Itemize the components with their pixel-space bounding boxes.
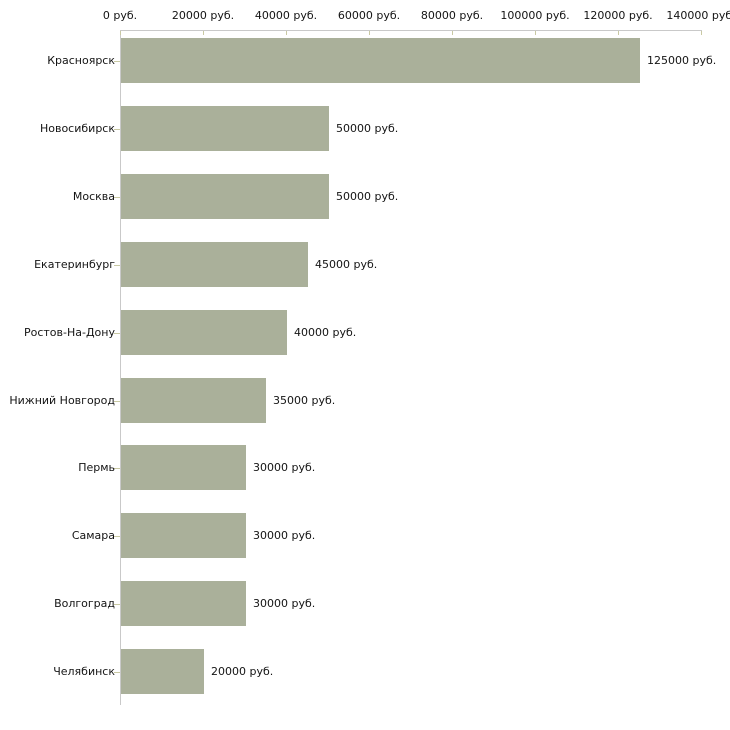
x-axis-tick-label: 80000 руб. [420, 9, 484, 22]
category-tick [114, 536, 120, 537]
category-label: Новосибирск [39, 122, 115, 135]
category-label: Екатеринбург [34, 258, 115, 271]
bar-4 [121, 242, 308, 287]
category-label: Красноярск [47, 54, 115, 67]
x-axis-tick-label: 140000 руб. [666, 9, 730, 22]
x-axis-tick-label: 0 руб. [102, 9, 138, 22]
bar-6 [121, 378, 266, 423]
x-axis-tick [452, 31, 453, 35]
x-axis-tick-label: 120000 руб. [583, 9, 653, 22]
bar-3 [121, 174, 329, 219]
category-tick [114, 333, 120, 334]
x-axis-tick-label: 60000 руб. [337, 9, 401, 22]
category-label: Пермь [78, 461, 115, 474]
category-tick [114, 265, 120, 266]
value-label: 30000 руб. [253, 597, 316, 610]
value-label: 45000 руб. [315, 258, 378, 271]
x-axis-tick [701, 31, 702, 35]
category-tick [114, 401, 120, 402]
category-tick [114, 468, 120, 469]
x-axis-tick [203, 31, 204, 35]
bar-9 [121, 581, 246, 626]
bar-10 [121, 649, 204, 694]
x-axis-line [120, 30, 702, 31]
category-label: Москва [72, 190, 115, 203]
y-axis-line [120, 30, 121, 705]
x-axis-tick [618, 31, 619, 35]
x-axis-tick-label: 20000 руб. [171, 9, 235, 22]
x-axis-tick [369, 31, 370, 35]
category-tick [114, 672, 120, 673]
value-label: 50000 руб. [336, 122, 399, 135]
value-label: 35000 руб. [273, 394, 336, 407]
category-label: Челябинск [53, 665, 115, 678]
bar-2 [121, 106, 329, 151]
value-label: 30000 руб. [253, 529, 316, 542]
bar-7 [121, 445, 246, 490]
category-tick [114, 61, 120, 62]
value-label: 50000 руб. [336, 190, 399, 203]
category-tick [114, 197, 120, 198]
bar-5 [121, 310, 287, 355]
bar-1 [121, 38, 640, 83]
x-axis-tick [535, 31, 536, 35]
category-label: Ростов-На-Дону [23, 326, 115, 339]
category-label: Самара [71, 529, 115, 542]
category-label: Волгоград [54, 597, 115, 610]
category-label: Нижний Новгород [9, 394, 115, 407]
value-label: 30000 руб. [253, 461, 316, 474]
bar-8 [121, 513, 246, 558]
category-tick [114, 129, 120, 130]
x-axis-tick-label: 40000 руб. [254, 9, 318, 22]
x-axis-tick-label: 100000 руб. [500, 9, 570, 22]
value-label: 20000 руб. [211, 665, 274, 678]
value-label: 40000 руб. [294, 326, 357, 339]
category-tick [114, 604, 120, 605]
x-axis-tick [120, 31, 121, 35]
x-axis-tick [286, 31, 287, 35]
value-label: 125000 руб. [647, 54, 717, 67]
